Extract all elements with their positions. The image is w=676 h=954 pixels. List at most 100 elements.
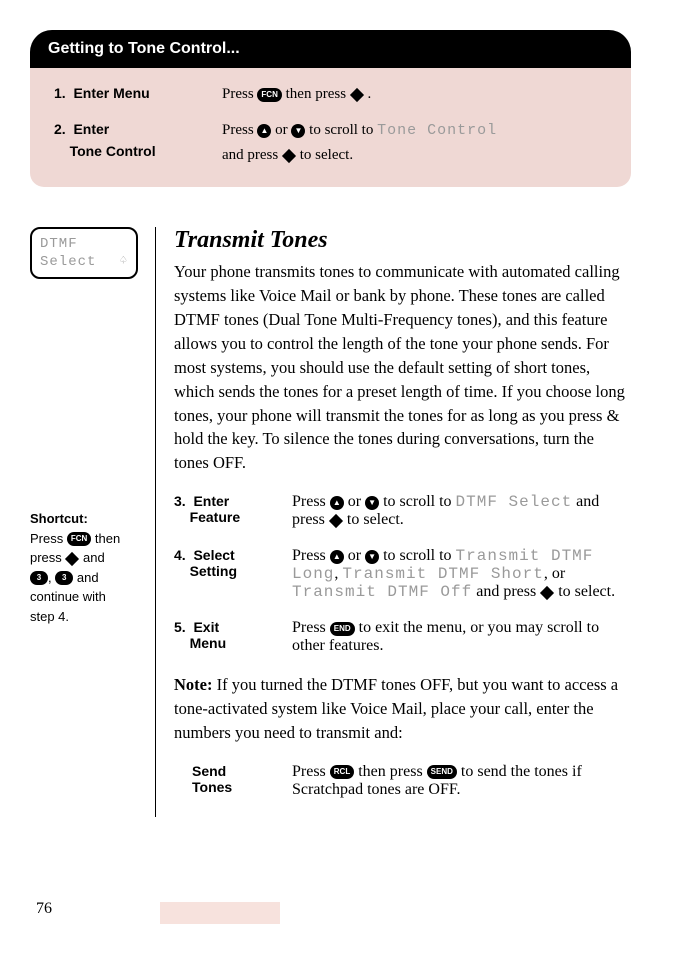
text: step 4. — [30, 609, 69, 624]
step-name: Exit — [193, 619, 219, 635]
send-tones: Send Tones Press RCL then press SEND to … — [174, 763, 631, 799]
text: continue with — [30, 589, 106, 604]
select-key-icon — [65, 552, 79, 566]
screen-line-1: DTMF — [40, 235, 128, 253]
shortcut-title: Shortcut: — [30, 511, 88, 526]
note-text: If you turned the DTMF tones OFF, but yo… — [174, 675, 618, 742]
text: Press — [222, 122, 257, 138]
end-key-icon: END — [330, 622, 355, 636]
text: , — [48, 570, 55, 585]
step-name: Enter — [193, 493, 229, 509]
select-key-icon — [350, 87, 364, 101]
note: Note: If you turned the DTMF tones OFF, … — [174, 673, 631, 745]
step-2-num: 2. — [54, 121, 66, 137]
lcd-text: Transmit DTMF Off — [292, 583, 472, 601]
getting-to-steps: 1. Enter Menu Press FCN then press . 2. … — [30, 68, 631, 187]
step-2: 2. Enter Tone Control Press ▲ or ▼ to sc… — [54, 118, 607, 167]
text: then press — [286, 86, 350, 102]
up-key-icon: ▲ — [330, 496, 344, 510]
fcn-key-icon: FCN — [257, 88, 281, 102]
step-4-label: 4. Select Setting — [174, 547, 274, 601]
phone-screen: DTMF Select ♤ — [30, 227, 138, 279]
text: to select. — [300, 147, 353, 163]
step-3-label: 3. Enter Feature — [174, 493, 274, 529]
step-name: Tones — [192, 779, 232, 795]
select-key-icon — [282, 148, 296, 162]
text: or — [348, 547, 365, 564]
footer-tab — [160, 902, 280, 924]
screen-line-2: Select — [40, 253, 96, 271]
text: to select. — [347, 511, 404, 528]
send-key-icon: SEND — [427, 765, 457, 779]
text: . — [368, 86, 372, 102]
step-4-desc: Press ▲ or ▼ to scroll to Transmit DTMF … — [292, 547, 631, 601]
step-1-desc: Press FCN then press . — [222, 82, 607, 106]
down-key-icon: ▼ — [365, 550, 379, 564]
text: and press — [476, 583, 540, 600]
step-5-desc: Press END to exit the menu, or you may s… — [292, 619, 631, 655]
send-desc: Press RCL then press SEND to send the to… — [292, 763, 631, 799]
up-key-icon: ▲ — [257, 124, 271, 138]
step-1-name: Enter Menu — [73, 85, 149, 101]
send-label: Send Tones — [174, 763, 274, 799]
text: Press — [292, 493, 330, 510]
section-title: Transmit Tones — [174, 227, 631, 254]
text: Press — [292, 763, 330, 780]
step-name: Select — [193, 547, 234, 563]
step-num: 3. — [174, 493, 186, 509]
text: Press — [30, 531, 67, 546]
page-number: 76 — [36, 900, 52, 918]
step-name: Feature — [190, 509, 241, 525]
select-key-icon — [540, 586, 554, 600]
text: to scroll to — [383, 493, 455, 510]
text: and — [83, 550, 105, 565]
num-key-icon: 3 — [30, 571, 48, 585]
rcl-key-icon: RCL — [330, 765, 354, 779]
section-header-title: Getting to Tone Control... — [48, 40, 240, 57]
step-1-num: 1. — [54, 85, 66, 101]
lcd-text: Tone Control — [377, 122, 497, 139]
left-column: DTMF Select ♤ Shortcut: Press FCN then p… — [30, 227, 155, 817]
right-column: Transmit Tones Your phone transmits tone… — [156, 227, 631, 817]
step-name: Setting — [190, 563, 237, 579]
step-2-label: 2. Enter Tone Control — [54, 118, 204, 167]
lcd-text: Transmit DTMF Short — [342, 565, 543, 583]
step-num: 4. — [174, 547, 186, 563]
fcn-key-icon: FCN — [67, 532, 91, 546]
select-key-icon — [329, 514, 343, 528]
text: to select. — [558, 583, 615, 600]
bell-icon: ♤ — [120, 254, 128, 270]
step-5: 5. Exit Menu Press END to exit the menu,… — [174, 619, 631, 655]
send-step: Send Tones Press RCL then press SEND to … — [174, 763, 631, 799]
step-4: 4. Select Setting Press ▲ or ▼ to scroll… — [174, 547, 631, 601]
num-key-icon: 3 — [55, 571, 73, 585]
text: , or — [544, 565, 565, 582]
down-key-icon: ▼ — [365, 496, 379, 510]
shortcut: Shortcut: Press FCN then press and 3, 3 … — [30, 509, 141, 626]
step-name: Send — [192, 763, 226, 779]
step-2-desc: Press ▲ or ▼ to scroll to Tone Control a… — [222, 118, 607, 167]
text: Press — [292, 547, 330, 564]
text: and — [77, 570, 99, 585]
text: to scroll to — [309, 122, 377, 138]
text: Press — [222, 86, 257, 102]
text: to scroll to — [383, 547, 455, 564]
down-key-icon: ▼ — [291, 124, 305, 138]
step-3: 3. Enter Feature Press ▲ or ▼ to scroll … — [174, 493, 631, 529]
text: then — [95, 531, 120, 546]
text: or — [275, 122, 291, 138]
step-2-name-l1: Enter — [73, 121, 109, 137]
content: DTMF Select ♤ Shortcut: Press FCN then p… — [30, 227, 631, 817]
text: then press — [358, 763, 426, 780]
body-text: Your phone transmits tones to communicat… — [174, 260, 631, 475]
page: Getting to Tone Control... 1. Enter Menu… — [30, 30, 631, 924]
section-header: Getting to Tone Control... — [30, 30, 631, 68]
lcd-text: DTMF Select — [456, 493, 573, 511]
step-2-name-l2: Tone Control — [70, 143, 156, 159]
up-key-icon: ▲ — [330, 550, 344, 564]
text: press — [30, 550, 65, 565]
note-label: Note: — [174, 675, 212, 694]
step-5-label: 5. Exit Menu — [174, 619, 274, 655]
step-list: 3. Enter Feature Press ▲ or ▼ to scroll … — [174, 493, 631, 655]
text: and press — [222, 147, 282, 163]
